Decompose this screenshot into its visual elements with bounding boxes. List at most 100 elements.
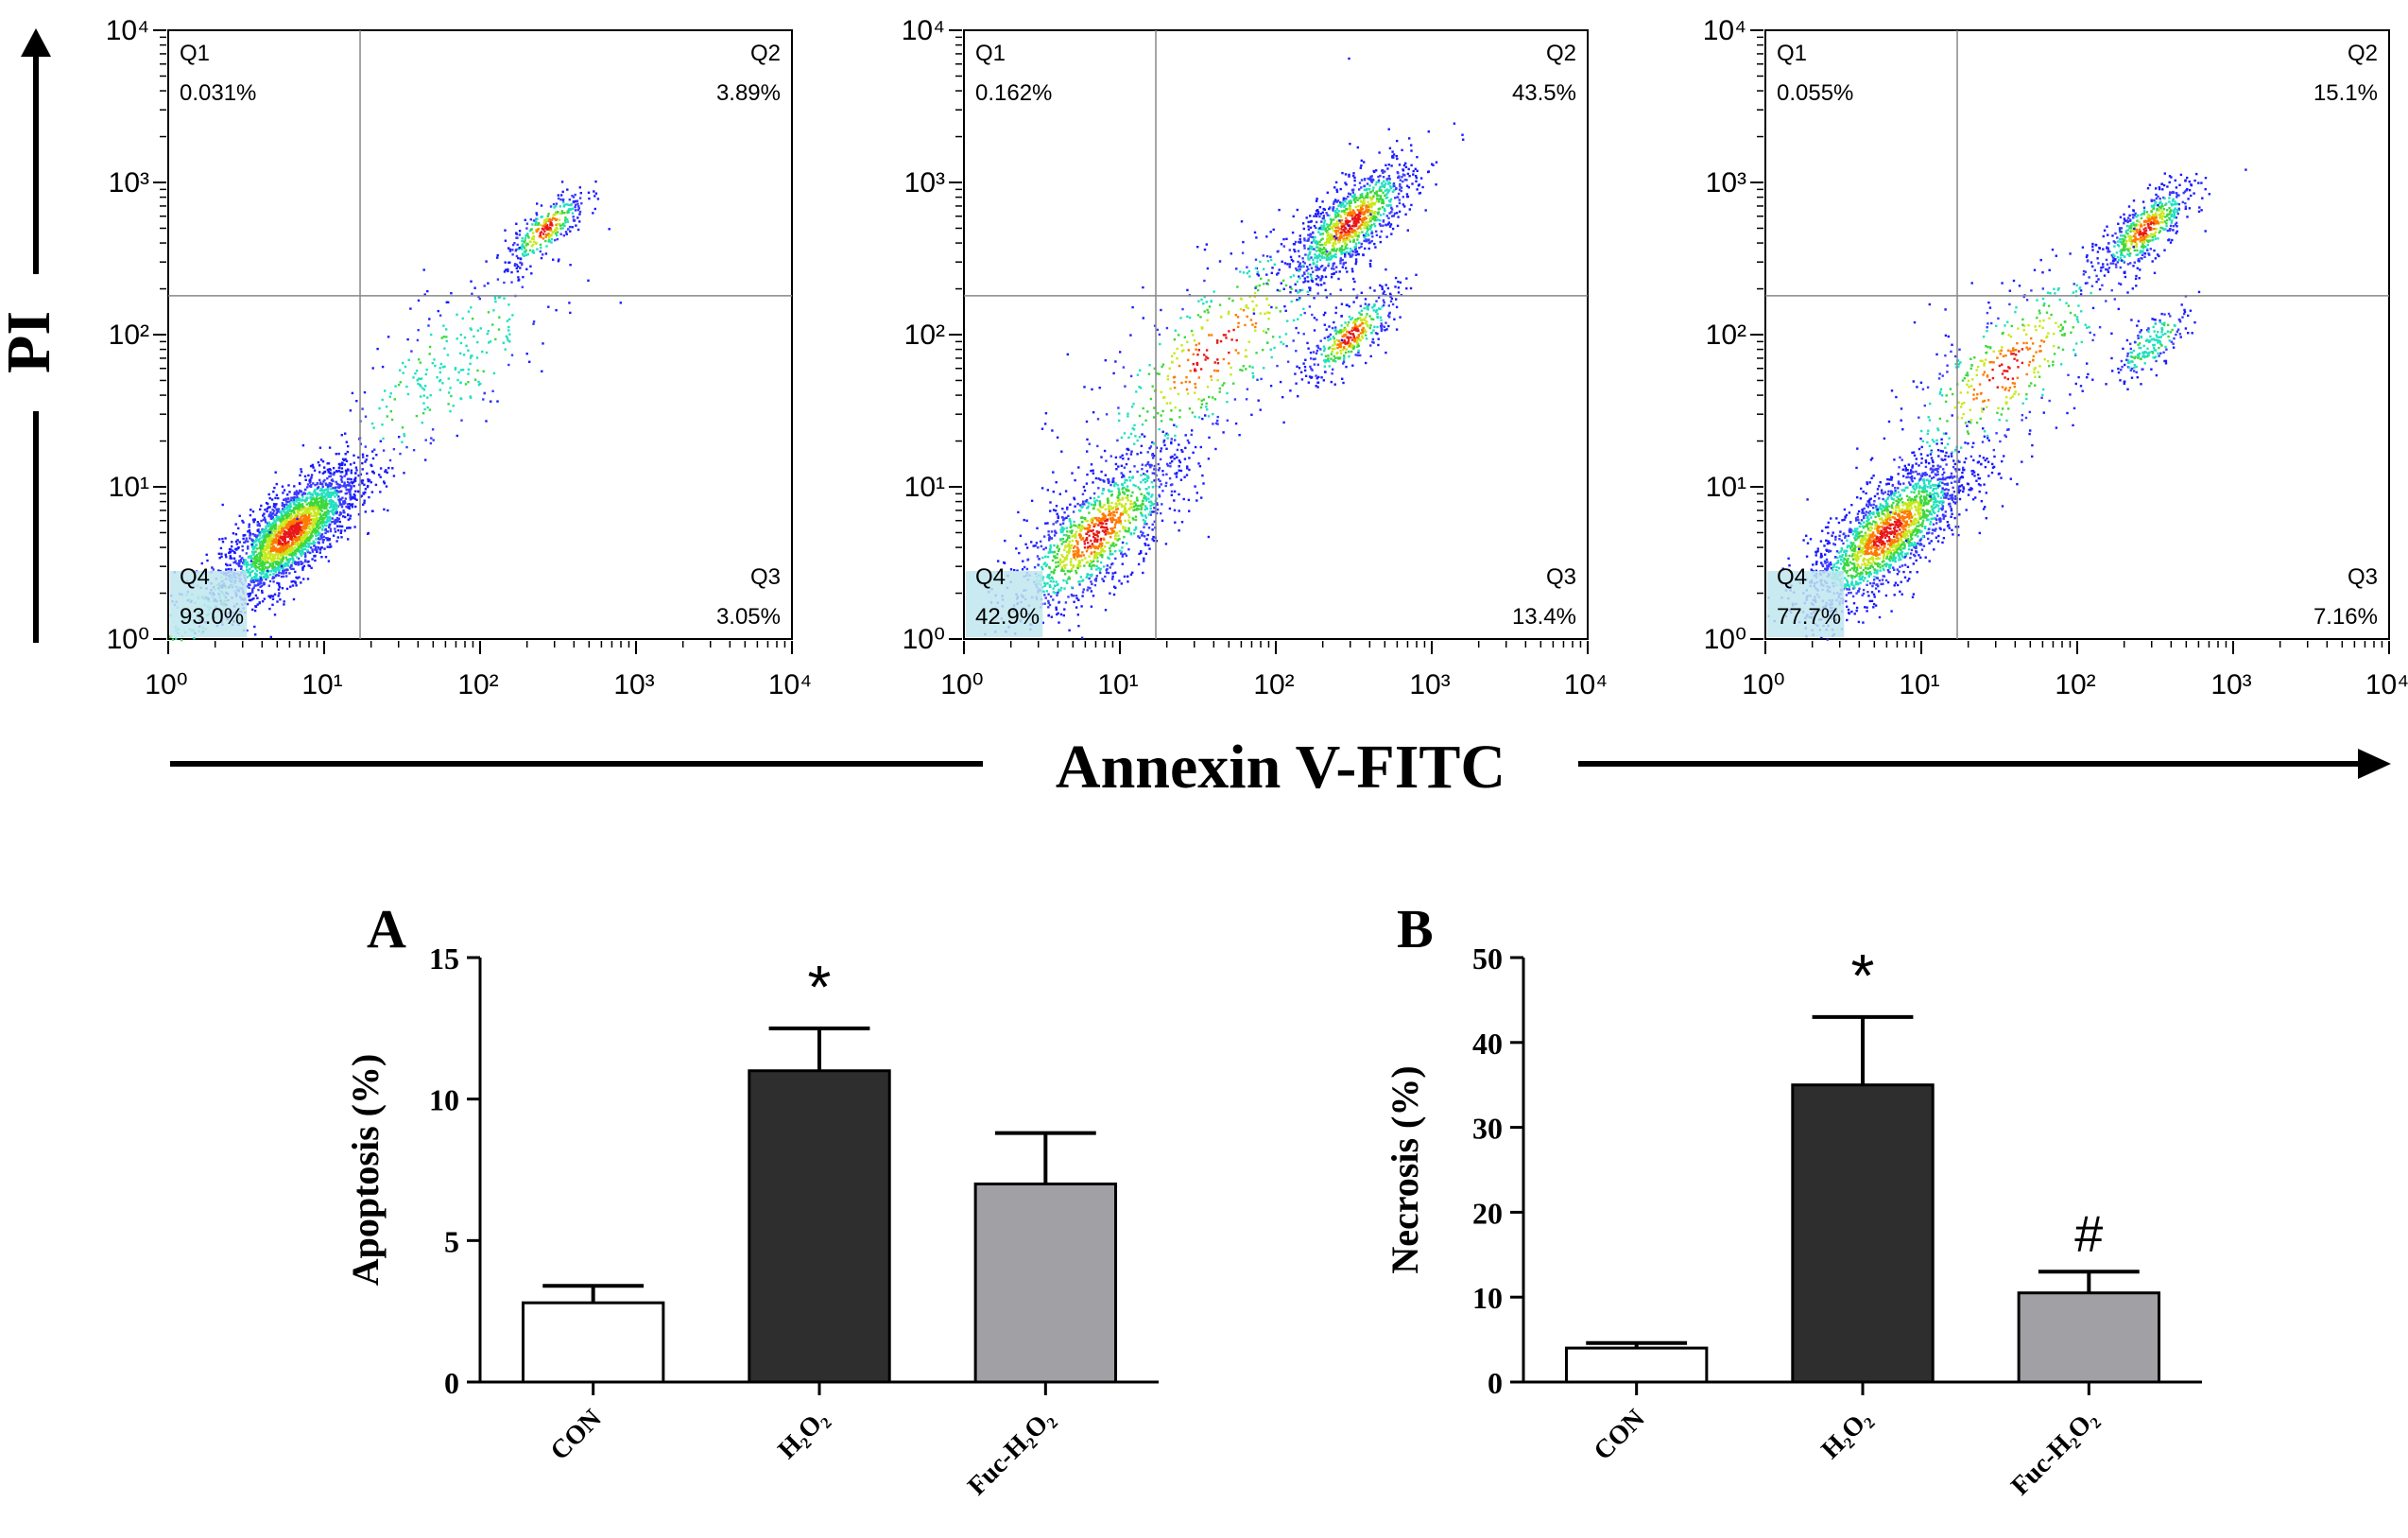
event-dot (285, 506, 288, 509)
event-dot (571, 226, 574, 229)
event-dot (1336, 223, 1340, 226)
event-dot (254, 567, 257, 570)
event-dot (1075, 596, 1078, 600)
event-dot (1089, 524, 1092, 527)
event-dot (345, 459, 349, 462)
event-dot (1066, 550, 1069, 554)
event-dot (327, 560, 331, 562)
event-dot (325, 510, 328, 513)
event-dot (257, 538, 260, 541)
event-dot (292, 528, 296, 531)
event-dot (1048, 537, 1051, 540)
event-dot (1145, 479, 1149, 482)
event-dot (1054, 529, 1057, 532)
event-dot (1118, 530, 1121, 533)
event-dot (296, 549, 300, 553)
event-dot (1341, 171, 1344, 175)
event-dot (297, 544, 300, 546)
event-dot (467, 310, 471, 313)
event-dot (467, 372, 470, 375)
event-dot (267, 502, 269, 506)
event-dot (1093, 579, 1097, 581)
event-dot (267, 584, 270, 587)
event-dot (1184, 434, 1187, 437)
event-dot (284, 542, 287, 544)
event-dot (282, 556, 285, 559)
event-dot (1088, 511, 1091, 514)
event-dot (274, 557, 277, 560)
event-dot (344, 453, 347, 456)
event-dot (371, 470, 374, 474)
event-dot (1316, 266, 1318, 269)
event-dot (298, 522, 301, 525)
event-dot (1083, 564, 1086, 567)
event-dot (419, 377, 421, 381)
event-dot (319, 506, 323, 510)
event-dot (364, 415, 368, 418)
event-dot (283, 569, 286, 572)
event-dot (1013, 569, 1016, 572)
event-dot (1371, 211, 1374, 214)
event-dot (1383, 213, 1385, 216)
event-dot (1048, 535, 1051, 539)
event-dot (322, 512, 325, 516)
event-dot (282, 553, 285, 556)
event-dot (264, 521, 267, 524)
event-dot (1358, 188, 1361, 191)
event-dot (309, 551, 312, 555)
event-dot (1104, 609, 1108, 612)
event-dot (316, 529, 319, 532)
event-dot (1044, 522, 1047, 525)
event-dot (548, 240, 552, 243)
event-dot (1112, 518, 1116, 522)
event-dot (508, 340, 511, 343)
event-dot (1342, 240, 1345, 243)
event-dot (1067, 578, 1070, 580)
event-dot (1110, 520, 1114, 523)
event-dot (481, 350, 484, 354)
event-dot (1056, 553, 1058, 556)
event-dot (281, 560, 284, 562)
event-dot (1092, 523, 1095, 526)
event-dot (345, 473, 348, 475)
event-dot (1327, 253, 1330, 256)
event-dot (1026, 558, 1030, 561)
event-dot (555, 227, 558, 230)
event-dot (248, 586, 250, 589)
event-dot (379, 491, 382, 493)
event-dot (180, 638, 183, 642)
event-dot (1097, 477, 1100, 480)
event-dot (265, 501, 268, 505)
event-dot (1105, 523, 1108, 526)
event-dot (1355, 231, 1358, 233)
event-dot (510, 281, 513, 284)
event-dot (566, 211, 569, 214)
event-dot (1147, 486, 1150, 489)
event-dot (428, 408, 432, 411)
event-dot (1155, 540, 1158, 543)
event-dot (572, 216, 575, 218)
event-dot (558, 218, 561, 221)
event-dot (1321, 243, 1324, 247)
event-dot (284, 509, 286, 511)
event-dot (1092, 535, 1095, 539)
event-dot (1077, 553, 1080, 557)
event-dot (328, 510, 332, 513)
event-dot (324, 528, 327, 531)
event-dot (274, 513, 277, 516)
event-dot (306, 507, 309, 510)
event-dot (1093, 533, 1096, 536)
event-dot (292, 525, 295, 527)
event-dot (1331, 267, 1333, 270)
event-dot (587, 279, 590, 282)
event-dot (1115, 510, 1118, 514)
event-dot (300, 541, 302, 544)
event-dot (1072, 510, 1075, 513)
event-dot (551, 231, 554, 233)
event-dot (1309, 226, 1313, 229)
event-dot (1390, 208, 1394, 211)
event-dot (1081, 591, 1085, 594)
event-dot (1048, 549, 1052, 552)
event-dot (1066, 508, 1069, 510)
event-dot (1360, 179, 1364, 181)
